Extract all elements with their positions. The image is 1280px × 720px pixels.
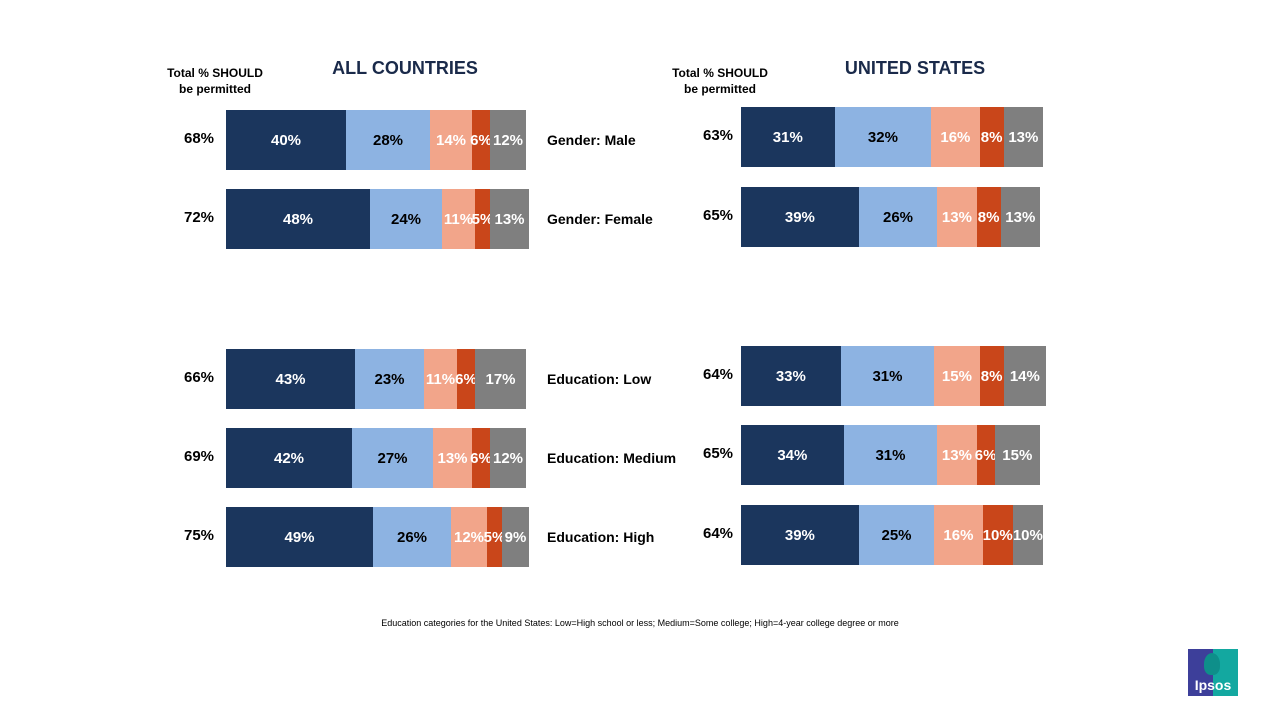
bar-segment: 48% (226, 189, 370, 249)
stacked-bar: 39% 25% 16% 10% 10% (741, 505, 1043, 565)
stacked-bar: 33% 31% 15% 8% 14% (741, 346, 1046, 406)
stacked-bar: 43% 23% 11% 6% 17% (226, 349, 526, 409)
bar-segment: 10% (1012, 505, 1043, 565)
total-value: 63% (703, 127, 734, 144)
bar-segment: 12% (490, 110, 526, 170)
bar-segment: 5% (484, 507, 505, 567)
total-value: 75% (184, 527, 215, 544)
bar-segment: 24% (370, 189, 442, 249)
bar-segment: 31% (840, 346, 935, 406)
total-value: 65% (703, 445, 734, 462)
bar-segment: 10% (982, 505, 1013, 565)
total-value: 72% (184, 209, 215, 226)
stacked-bar: 49% 26% 12% 5% 9% (226, 507, 529, 567)
bar-segment: 32% (834, 107, 932, 167)
bar-segment: 23% (355, 349, 424, 409)
bar-segment: 14% (1003, 346, 1046, 406)
bar-segment: 8% (979, 346, 1004, 406)
stacked-bar: 34% 31% 13% 6% 15% (741, 425, 1040, 485)
footnote: Education categories for the United Stat… (381, 618, 899, 628)
category-label: Education: Low (547, 371, 652, 387)
bar-segment: 9% (502, 507, 529, 567)
bar-segment: 13% (937, 425, 977, 485)
logo-text: Ipsos (1194, 677, 1232, 693)
stacked-bar: 39% 26% 13% 8% 13% (741, 187, 1040, 247)
category-label: Gender: Male (547, 132, 636, 148)
bar-segment: 43% (226, 349, 355, 409)
bar-segment: 15% (934, 346, 980, 406)
bar-segment: 40% (226, 110, 346, 170)
bar-segment: 16% (934, 505, 983, 565)
bar-segment: 13% (433, 428, 472, 488)
bar-segment: 27% (352, 428, 433, 488)
bar-segment: 13% (1000, 187, 1040, 247)
bar-segment: 31% (843, 425, 938, 485)
total-value: 65% (703, 207, 734, 224)
total-value: 68% (184, 130, 215, 147)
total-header-line2: be permitted (683, 82, 756, 96)
bar-segment: 28% (346, 110, 430, 170)
bar-segment: 39% (741, 187, 859, 247)
total-value: 64% (703, 525, 734, 542)
total-header-line1: Total % SHOULD (167, 66, 263, 80)
bar-segment: 42% (226, 428, 352, 488)
total-header-line2: be permitted (178, 82, 251, 96)
bar-segment: 34% (741, 425, 844, 485)
bar-segment: 49% (226, 507, 373, 567)
bar-segment: 6% (470, 428, 492, 488)
bar-segment: 13% (937, 187, 977, 247)
total-header-line1: Total % SHOULD (672, 66, 768, 80)
bar-segment: 13% (490, 189, 529, 249)
total-value: 69% (184, 448, 215, 465)
stacked-bar: 42% 27% 13% 6% 12% (226, 428, 526, 488)
bar-segment: 15% (994, 425, 1040, 485)
bar-segment: 31% (741, 107, 835, 167)
bar-segment: 11% (442, 189, 475, 249)
bar-segment: 14% (430, 110, 472, 170)
bar-segment: 6% (455, 349, 477, 409)
bar-segment: 17% (475, 349, 526, 409)
stacked-bar: 48% 24% 11% 5% 13% (226, 189, 529, 249)
bar-segment: 8% (979, 107, 1004, 167)
bar-segment: 5% (472, 189, 493, 249)
chart-title-all-countries: ALL COUNTRIES (332, 58, 478, 78)
total-header-left: Total % SHOULD be permitted (150, 65, 280, 97)
bar-segment: 26% (373, 507, 451, 567)
bar-segment: 25% (858, 505, 935, 565)
bar-segment: 6% (470, 110, 492, 170)
bar-segment: 6% (975, 425, 996, 485)
bar-segment: 12% (490, 428, 526, 488)
bar-segment: 11% (424, 349, 457, 409)
bar-segment: 33% (741, 346, 841, 406)
bar-segment: 8% (976, 187, 1001, 247)
category-label: Gender: Female (547, 211, 653, 227)
bar-segment: 26% (858, 187, 938, 247)
category-label: Education: High (547, 529, 655, 545)
bar-segment: 12% (451, 507, 487, 567)
ipsos-logo: Ipsos (1188, 649, 1238, 696)
category-label: Education: Medium (547, 450, 677, 466)
bar-segment: 39% (741, 505, 859, 565)
stacked-bar: 31% 32% 16% 8% 13% (741, 107, 1043, 167)
logo-head-icon (1204, 653, 1220, 675)
chart-title-united-states: UNITED STATES (844, 58, 986, 78)
total-header-right: Total % SHOULD be permitted (655, 65, 785, 97)
total-value: 64% (703, 366, 734, 383)
bar-segment: 16% (931, 107, 980, 167)
bar-segment: 13% (1003, 107, 1043, 167)
total-value: 66% (184, 369, 215, 386)
stacked-bar: 40% 28% 14% 6% 12% (226, 110, 526, 170)
